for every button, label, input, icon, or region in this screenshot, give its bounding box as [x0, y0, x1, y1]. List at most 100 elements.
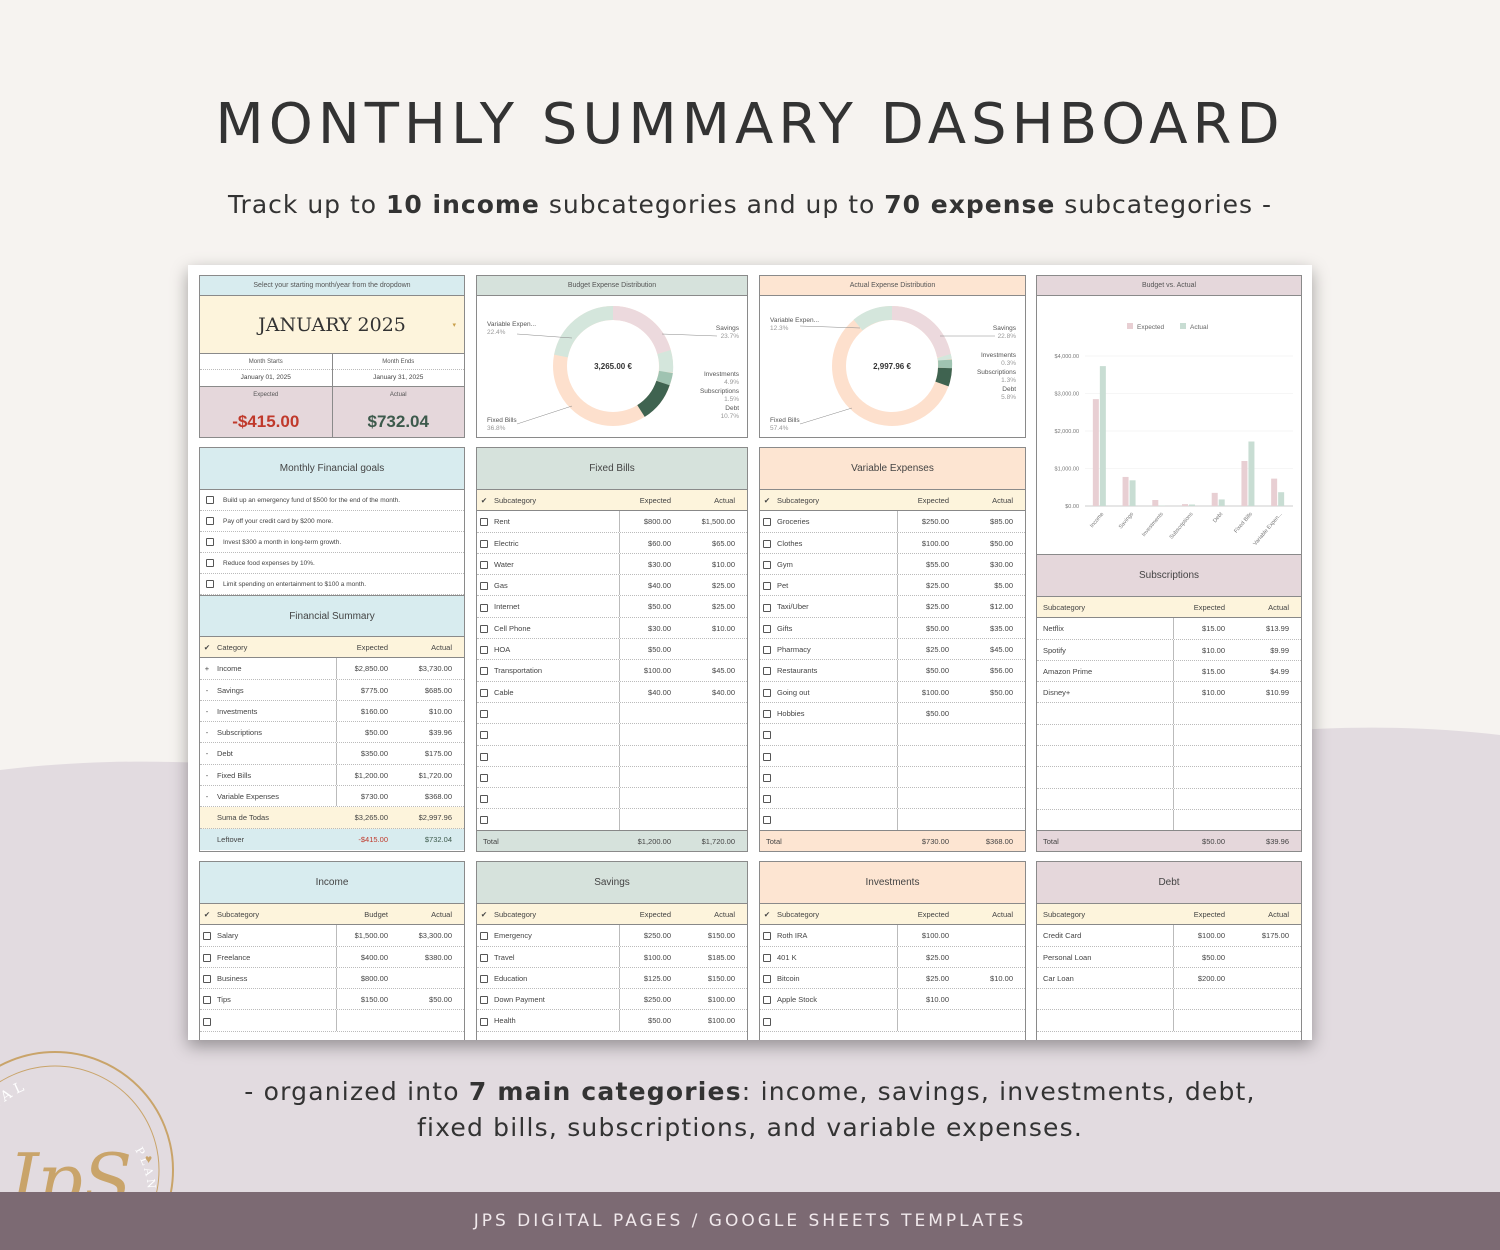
checkbox[interactable]: [206, 496, 214, 505]
legend-swatch-actual: [1180, 323, 1186, 329]
checkbox[interactable]: [480, 603, 488, 612]
budget-pct-fixed: 36.8%: [487, 425, 506, 432]
fixed-row: [477, 702, 747, 725]
subs-row: [1037, 809, 1301, 832]
checkbox[interactable]: [763, 688, 771, 697]
checkbox[interactable]: [206, 517, 214, 526]
actual-distribution-panel: Actual Expense Distribution 2,997.96 € V…: [759, 275, 1026, 438]
checkbox[interactable]: [206, 538, 214, 547]
checkbox[interactable]: [763, 603, 771, 612]
subs-row: Spotify $10.00 $9.99: [1037, 639, 1301, 661]
legend-expected: Expected: [1137, 324, 1164, 331]
variable-total-row: Total $730.00 $368.00: [760, 829, 1025, 851]
checkbox[interactable]: [763, 974, 771, 983]
checkbox[interactable]: [763, 795, 771, 804]
checkbox[interactable]: [203, 996, 211, 1005]
checkbox[interactable]: [480, 646, 488, 655]
checkbox[interactable]: [480, 752, 488, 761]
checkbox[interactable]: [763, 731, 771, 740]
subscriptions-panel: Subscriptions Subcategory Expected Actual N…: [1036, 554, 1302, 852]
checkbox[interactable]: [480, 773, 488, 782]
bar-expected: [1241, 461, 1248, 506]
checkbox[interactable]: [763, 624, 771, 633]
checkbox[interactable]: [480, 582, 488, 591]
summary-column-headers: ✔ Category Expected Actual: [200, 637, 464, 659]
checkbox[interactable]: [480, 709, 488, 718]
budget-pct-variable: 22.4%: [487, 329, 506, 336]
x-tick-label: Savings: [1118, 511, 1135, 530]
debt-panel: Debt Subcategory Expected Actual Credit Car…: [1036, 861, 1302, 1040]
checkbox[interactable]: [763, 773, 771, 782]
checkbox[interactable]: [763, 539, 771, 548]
checkbox[interactable]: [206, 580, 214, 589]
month-starts-value: January 01, 2025: [240, 374, 291, 381]
income-row: Business $800.00: [200, 967, 464, 990]
checkbox[interactable]: [763, 996, 771, 1005]
fixed-row: Internet $50.00 $25.00: [477, 596, 747, 618]
legend-actual: Actual: [1190, 324, 1209, 331]
investments-row: Apple Stock $10.00: [760, 989, 1025, 1011]
checkbox[interactable]: [763, 932, 771, 941]
checkbox[interactable]: [763, 518, 771, 527]
checkbox[interactable]: [763, 646, 771, 655]
checkbox[interactable]: [480, 560, 488, 569]
footer-bar: JPS DIGITAL PAGES / GOOGLE SHEETS TEMPLA…: [0, 1192, 1500, 1250]
dashboard-screenshot: Select your starting month/year from the…: [188, 265, 1312, 1040]
actual-pct-variable: 12.3%: [770, 325, 789, 332]
y-tick-label: $3,000.00: [1055, 392, 1079, 398]
goal-item: Reduce food expenses by 10%.: [200, 553, 464, 574]
checkbox[interactable]: [480, 667, 488, 676]
checkbox[interactable]: [480, 996, 488, 1005]
income-column-headers: ✔ Subcategory Budget Actual: [200, 904, 464, 926]
checkbox[interactable]: [763, 709, 771, 718]
checkbox[interactable]: [480, 539, 488, 548]
checkbox[interactable]: [763, 667, 771, 676]
fixed-column-headers: ✔ Subcategory Expected Actual: [477, 490, 747, 512]
bar-expected: [1182, 504, 1188, 506]
checkbox[interactable]: [480, 1017, 488, 1026]
checkbox[interactable]: [206, 559, 214, 568]
checkbox[interactable]: [763, 560, 771, 569]
bottom-caption: - organized into 7 main categories: inco…: [244, 1077, 1256, 1142]
checkbox[interactable]: [480, 953, 488, 962]
checkbox[interactable]: [480, 518, 488, 527]
checkbox[interactable]: [480, 731, 488, 740]
x-tick-label: Subscriptions: [1169, 511, 1195, 540]
goal-item: Limit spending on entertainment to $100 …: [200, 574, 464, 595]
checkbox[interactable]: [480, 932, 488, 941]
month-selector[interactable]: JANUARY 2025 ▾: [200, 296, 464, 354]
month-panel: Select your starting month/year from the…: [199, 275, 465, 438]
checkbox[interactable]: [480, 974, 488, 983]
checkbox[interactable]: [480, 624, 488, 633]
subs-row: Amazon Prime $15.00 $4.99: [1037, 660, 1301, 683]
summary-row: - Fixed Bills $1,200.00 $1,720.00: [200, 764, 464, 787]
checkbox[interactable]: [763, 1017, 771, 1026]
income-panel: Income ✔ Subcategory Budget Actual Salary $1,…: [199, 861, 465, 1040]
subs-row: [1037, 746, 1301, 768]
fixed-row: Water $30.00 $10.00: [477, 553, 747, 576]
checkbox[interactable]: [480, 795, 488, 804]
dropdown-arrow-icon[interactable]: ▾: [452, 321, 456, 329]
checkbox[interactable]: [763, 752, 771, 761]
expected-label: Expected: [253, 392, 279, 398]
investments-header: Investments: [760, 862, 1025, 904]
checkbox[interactable]: [203, 932, 211, 941]
variable-row: Groceries $250.00 $85.00: [760, 511, 1025, 533]
variable-row: [760, 788, 1025, 810]
savings-column-headers: ✔ Subcategory Expected Actual: [477, 904, 747, 926]
summary-row: - Variable Expenses $730.00 $368.00: [200, 786, 464, 808]
checkbox[interactable]: [480, 688, 488, 697]
subs-row: Netflix $15.00 $13.99: [1037, 618, 1301, 640]
checkbox[interactable]: [763, 816, 771, 825]
checkbox[interactable]: [763, 953, 771, 962]
page-title: MONTHLY SUMMARY DASHBOARD: [215, 92, 1285, 157]
checkbox[interactable]: [203, 974, 211, 983]
variable-row: [760, 745, 1025, 767]
variable-row: Gifts $50.00 $35.00: [760, 617, 1025, 640]
actual-leftover: $732.04: [367, 412, 429, 431]
checkbox[interactable]: [763, 582, 771, 591]
summary-rows: + Income $2,850.00 $3,730.00- Savings $775.00…: [200, 658, 464, 808]
checkbox[interactable]: [203, 1017, 211, 1026]
checkbox[interactable]: [203, 953, 211, 962]
checkbox[interactable]: [480, 816, 488, 825]
